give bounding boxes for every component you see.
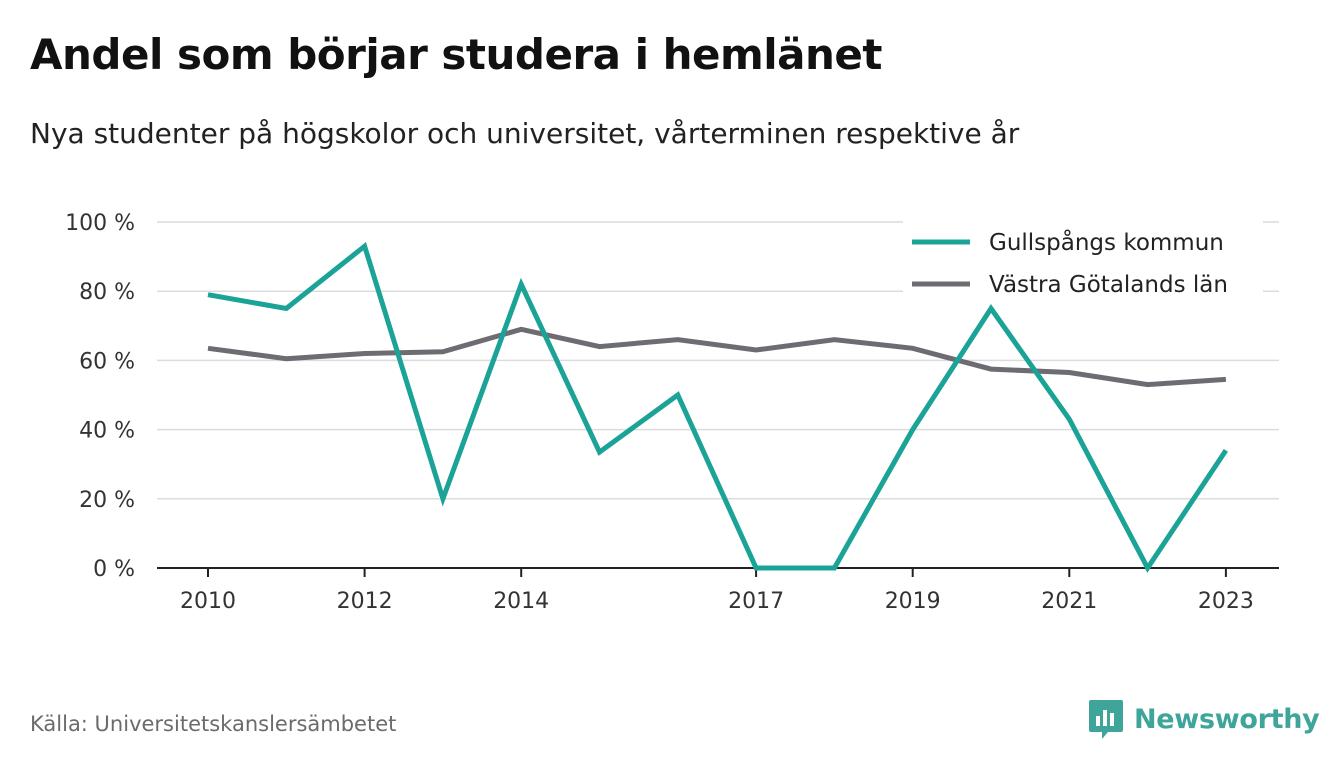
series-lines	[207, 241, 1228, 573]
series-line-vastra-gotaland	[207, 326, 1227, 388]
chart-title: Andel som börjar studera i hemlänet	[30, 30, 883, 79]
x-tick-label: 2012	[337, 589, 393, 614]
y-tick-label: 40 %	[79, 419, 135, 444]
series-line-gullspang	[207, 241, 1228, 573]
line-chart: 0 % 20 % 40 % 60 % 80 % 100 % 2010 2012 2014 2017…	[65, 211, 1279, 614]
newsworthy-logo-icon	[1089, 700, 1123, 739]
source-note: Källa: Universitetskanslersämbetet	[30, 712, 397, 736]
y-tick-label: 80 %	[79, 280, 135, 305]
chart-subtitle: Nya studenter på högskolor och universit…	[30, 117, 1020, 150]
y-tick-label: 0 %	[93, 557, 135, 582]
x-tick-label: 2023	[1198, 589, 1254, 614]
x-tick-label: 2021	[1041, 589, 1097, 614]
legend-label[interactable]: Gullspångs kommun	[989, 228, 1224, 256]
y-tick-label: 60 %	[79, 349, 135, 374]
legend: Gullspångs kommun Västra Götalands län	[903, 218, 1263, 298]
axes: 0 % 20 % 40 % 60 % 80 % 100 % 2010 2012 2014 2017…	[65, 211, 1279, 614]
y-tick-label: 100 %	[65, 211, 135, 236]
x-tick-label: 2019	[885, 589, 941, 614]
brand-name: Newsworthy	[1134, 703, 1320, 735]
x-tick-label: 2010	[180, 589, 236, 614]
brand-logo[interactable]: Newsworthy	[1088, 698, 1320, 740]
x-tick-label: 2014	[493, 589, 549, 614]
y-tick-label: 20 %	[79, 488, 135, 513]
legend-label[interactable]: Västra Götalands län	[989, 272, 1228, 298]
x-tick-label: 2017	[728, 589, 784, 614]
